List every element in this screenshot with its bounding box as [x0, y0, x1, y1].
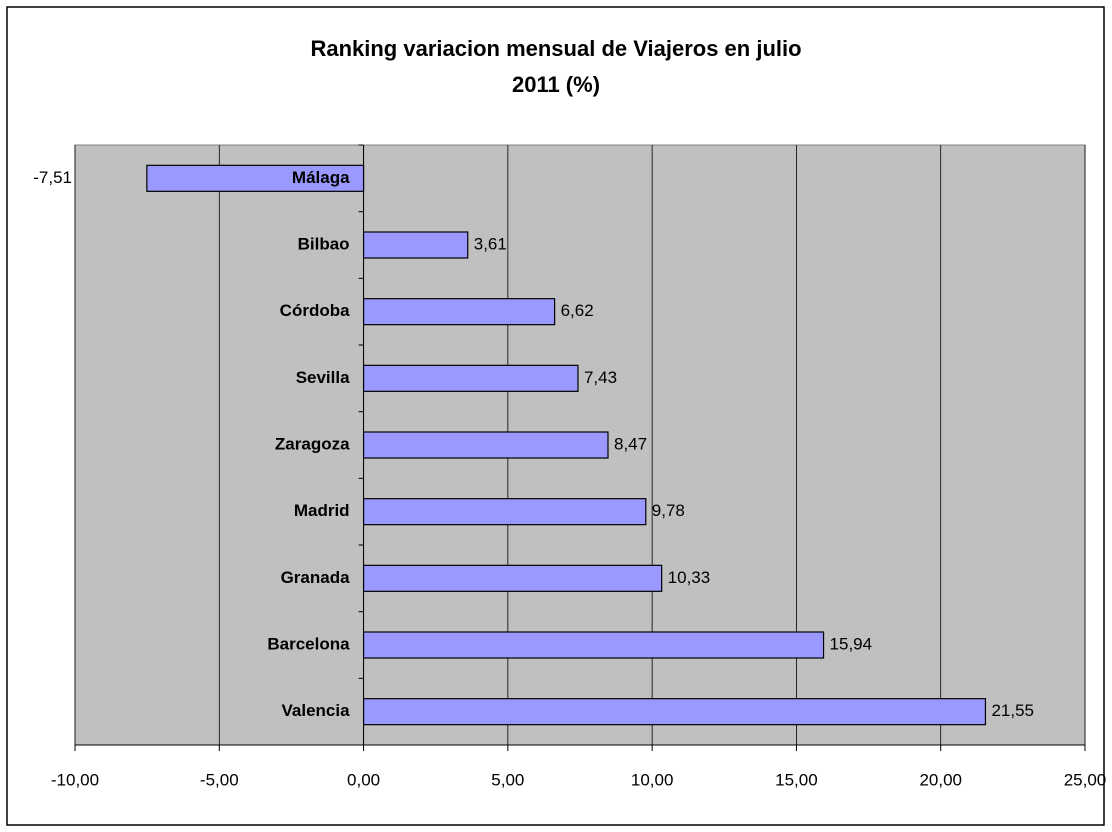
bar: [362, 698, 987, 726]
category-label: Córdoba: [280, 301, 350, 320]
bar: [362, 298, 556, 326]
category-label: Bilbao: [298, 234, 350, 253]
bar: [362, 231, 469, 259]
category-label: Zaragoza: [275, 434, 350, 453]
x-tick-label: 10,00: [631, 770, 674, 789]
category-label: Barcelona: [267, 634, 350, 653]
value-label: 3,61: [474, 234, 507, 253]
category-label: Granada: [281, 568, 351, 587]
value-label: 15,94: [830, 634, 873, 653]
value-label: 21,55: [991, 701, 1034, 720]
value-label: 8,47: [614, 434, 647, 453]
x-tick-label: -5,00: [200, 770, 239, 789]
bar: [362, 631, 825, 659]
bar: [362, 564, 663, 592]
value-label: 9,78: [652, 501, 685, 520]
x-tick-label: 20,00: [919, 770, 962, 789]
category-label: Madrid: [294, 501, 350, 520]
x-tick-label: -10,00: [51, 770, 99, 789]
category-label: Málaga: [292, 168, 350, 187]
x-tick-label: 25,00: [1064, 770, 1107, 789]
bar: [362, 498, 647, 526]
bar: [146, 164, 365, 192]
chart-title: Ranking variacion mensual de Viajeros en…: [310, 36, 801, 97]
bar: [362, 364, 579, 392]
value-label: -7,51: [33, 168, 72, 187]
x-tick-label: 15,00: [775, 770, 818, 789]
value-label: 10,33: [668, 568, 711, 587]
category-label: Sevilla: [296, 368, 350, 387]
category-label: Valencia: [282, 701, 351, 720]
x-tick-label: 5,00: [491, 770, 524, 789]
x-tick-label: 0,00: [347, 770, 380, 789]
value-label: 7,43: [584, 368, 617, 387]
value-label: 6,62: [561, 301, 594, 320]
bar: [362, 431, 609, 459]
